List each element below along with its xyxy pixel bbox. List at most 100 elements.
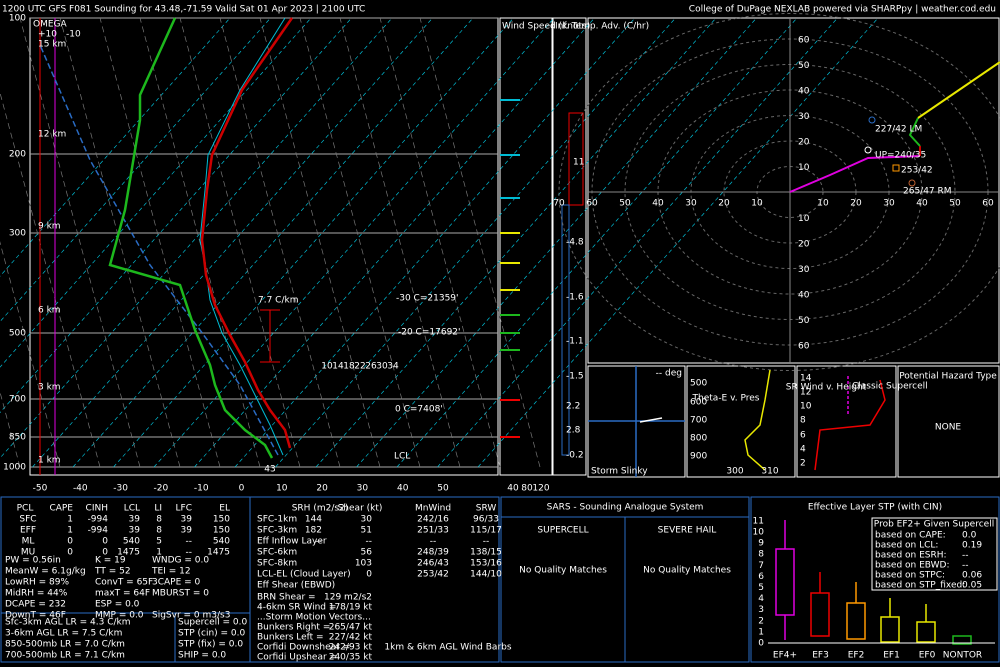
mixing-ratio-label: 26 — [365, 362, 377, 372]
dry-adiabat — [19, 17, 141, 468]
hodo-x-label: 10 — [751, 199, 763, 209]
motion-value: 265/47 kt — [329, 623, 373, 633]
kin-cell: 153/16 — [470, 559, 502, 569]
temperature — [200, 17, 294, 449]
lapse-label: 7.7 C/km — [258, 296, 298, 306]
dry-adiabat — [299, 17, 421, 468]
hazard-title: Potential Hazard Type — [899, 372, 997, 382]
lapse-bar — [260, 309, 280, 363]
upshear — [864, 146, 872, 154]
sars-head: SEVERE HAIL — [658, 526, 717, 536]
prob-box — [871, 517, 998, 591]
srwind-title: SR Wind v. Height — [786, 383, 867, 393]
label: BRN Shear = — [257, 593, 316, 603]
label: 4-6km SR Wind = — [257, 603, 336, 613]
hodograph-background — [558, 13, 1000, 371]
adv-value: -4.8 — [566, 238, 584, 248]
motion-name: Corfidi Downshear = — [257, 643, 350, 653]
srwind-height: 10 — [800, 402, 812, 412]
hodo-y-label: 30 — [798, 112, 810, 122]
adv-bar — [561, 204, 570, 456]
temp-label: -30 — [113, 484, 128, 494]
wind-tick: 40 — [507, 484, 519, 494]
wind-frame — [499, 17, 553, 476]
height-label: 3 km — [38, 383, 61, 393]
kin-cell: LCL-EL (Cloud Layer) — [257, 570, 351, 580]
kin-cell: 182 — [305, 526, 322, 536]
hodo-x-label: 20 — [718, 199, 730, 209]
parcel-cell: 0 — [102, 548, 108, 558]
mixing-ratio-label: 18 — [343, 362, 355, 372]
parcel-cell: SFC — [19, 515, 36, 525]
stp-ytick: 8 — [758, 550, 764, 560]
index: SigSvr = 0 m3/s3 — [152, 611, 230, 621]
index: MBURST = 0 — [152, 589, 209, 599]
hodo-6-9km — [908, 117, 921, 147]
dry-adiabat — [219, 17, 341, 468]
height-label: 12 km — [38, 130, 66, 140]
parcel-cell: 540 — [123, 537, 140, 547]
parcel-cell: -994 — [88, 515, 109, 525]
temp-label: 0 — [239, 484, 245, 494]
stp-ytick: 0 — [758, 639, 764, 649]
thetae-pres: 800 — [690, 434, 707, 444]
index: TT = 52 — [94, 567, 131, 577]
stp-ytick: 4 — [758, 594, 764, 604]
kin-cell: 115/17 — [470, 526, 502, 536]
lcl-label: LCL — [394, 452, 410, 462]
stp-ytick: 7 — [758, 561, 764, 571]
kin-header: Shear (kt) — [338, 504, 383, 514]
left-mover — [868, 116, 876, 124]
prob-value: 0.05 — [962, 581, 982, 591]
stp-category: NONTOR — [943, 651, 982, 661]
motion-name: Corfidi Upshear = — [257, 653, 337, 663]
hodo-y-label: 20 — [798, 138, 810, 148]
parcel-cell: 39 — [129, 526, 141, 536]
prob-title: Prob EF2+ Given Supercell — [874, 520, 994, 530]
prob-value: 0.19 — [962, 541, 982, 551]
temp-label: 20 — [316, 484, 328, 494]
index: MMP = 0.0 — [95, 611, 144, 621]
hodo-label: 265/47 RM — [903, 187, 952, 197]
dry-adiabat — [339, 17, 461, 468]
index: K = 19 — [95, 556, 126, 566]
srwind-frame — [796, 365, 897, 478]
hodo-x-label: 60 — [586, 199, 598, 209]
stp-category: EF1 — [883, 651, 900, 661]
temp-label: -40 — [73, 484, 88, 494]
hodo-ring — [558, 13, 1000, 371]
sfc-dewpoint: 43 — [264, 465, 275, 475]
prob-name: based on STPC: — [875, 571, 945, 581]
hazard-frame — [897, 365, 1000, 478]
omega-tick: +10 — [38, 30, 57, 40]
index: maxT = 64F — [95, 589, 150, 599]
hodo-y-label: 50 — [798, 316, 810, 326]
dry-adiabat — [179, 17, 301, 468]
height-label: 1 km — [38, 456, 61, 466]
barbs-label: 1km & 6km AGL Wind Barbs — [384, 643, 511, 653]
kin-cell: 242/16 — [417, 515, 449, 525]
parcel-cell: 150 — [213, 515, 230, 525]
label: 178/19 kt — [329, 603, 373, 613]
index: ConvT = 65F — [95, 578, 153, 588]
param: SHIP = 0.0 — [178, 651, 226, 661]
parcel-header: EL — [219, 504, 230, 514]
stp-ytick: 6 — [758, 572, 764, 582]
lapse-rate: 3-6km AGL LR = 7.5 C/km — [5, 629, 122, 639]
hodo-x-label: 50 — [619, 199, 631, 209]
prob-value: 0.06 — [962, 571, 982, 581]
dewpoint — [108, 17, 274, 459]
slinky-title: Storm Slinky — [591, 467, 648, 477]
parcel-cell: -994 — [88, 526, 109, 536]
hodo-label: 227/42 LM — [875, 125, 922, 135]
parcel-cell: 1475 — [207, 548, 230, 558]
prob-name: based on STP_fixed: — [875, 581, 965, 591]
parcel-cell: 0 — [102, 537, 108, 547]
parcel-cell: ML — [22, 537, 35, 547]
hodo-x-label: 40 — [916, 199, 928, 209]
hodo-y-label: 30 — [798, 265, 810, 275]
sars-title: SARS - Sounding Analogue System — [547, 503, 704, 513]
kin-cell: -- — [483, 537, 490, 547]
pressure-label: 850 — [9, 433, 26, 443]
